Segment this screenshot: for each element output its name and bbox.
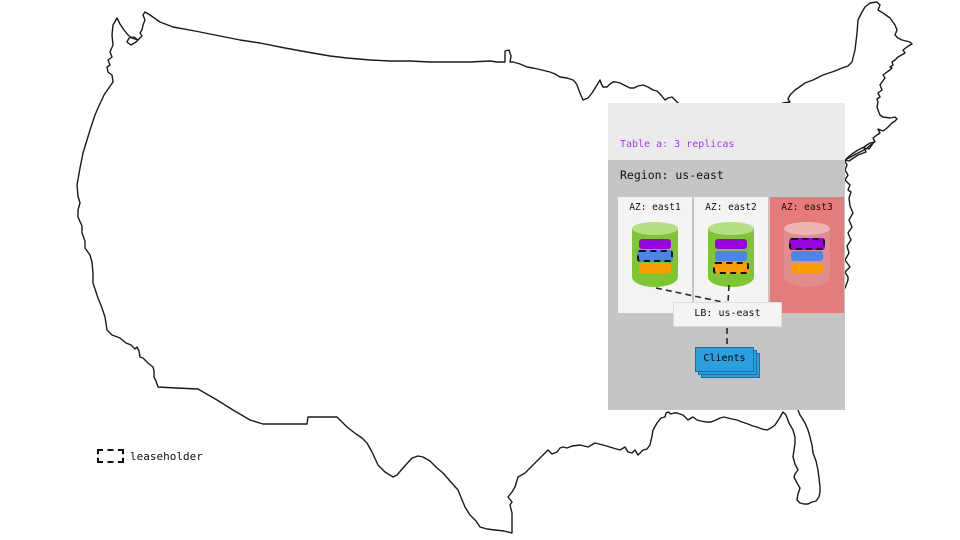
zone-east2-label: AZ: east2 — [705, 202, 757, 213]
zone-east1-label: AZ: east1 — [629, 202, 681, 213]
replica-bar-table-a — [715, 239, 747, 249]
replica-bar-index-a — [637, 250, 673, 262]
zone-east3: AZ: east3 — [770, 197, 844, 313]
clients-stack: Clients — [695, 347, 760, 378]
database-cylinder-east1 — [632, 222, 678, 287]
zone-east3-label: AZ: east3 — [781, 202, 833, 213]
replica-bar-index-a — [791, 251, 823, 261]
long-island-path — [844, 141, 875, 162]
replica-bar-table-a — [639, 239, 671, 249]
replica-bar-table-b — [713, 262, 749, 274]
replica-legend-table-a: Table a: 3 replicas — [620, 139, 735, 150]
replica-bar-index-a — [715, 251, 747, 261]
leaseholder-swatch-icon — [97, 449, 124, 463]
replica-bar-table-b — [639, 263, 671, 273]
cylinder-top — [784, 222, 830, 235]
replica-legend: Table a: 3 replicas Index a: 3 replicas … — [608, 103, 845, 231]
database-cylinder-east2 — [708, 222, 754, 287]
leaseholder-legend-label: leaseholder — [130, 449, 203, 463]
replica-bar-table-a — [789, 238, 825, 250]
zone-east1: AZ: east1 — [618, 197, 692, 313]
leaseholder-legend: leaseholder — [97, 449, 203, 463]
zone-east2: AZ: east2 — [694, 197, 768, 313]
cylinder-top — [708, 222, 754, 235]
database-cylinder-east3 — [784, 222, 830, 287]
region-title: Region: us-east — [620, 168, 724, 182]
cylinder-top — [632, 222, 678, 235]
replica-bar-table-b — [791, 263, 823, 273]
clients-box: Clients — [695, 347, 754, 372]
load-balancer-box: LB: us-east — [673, 302, 782, 327]
